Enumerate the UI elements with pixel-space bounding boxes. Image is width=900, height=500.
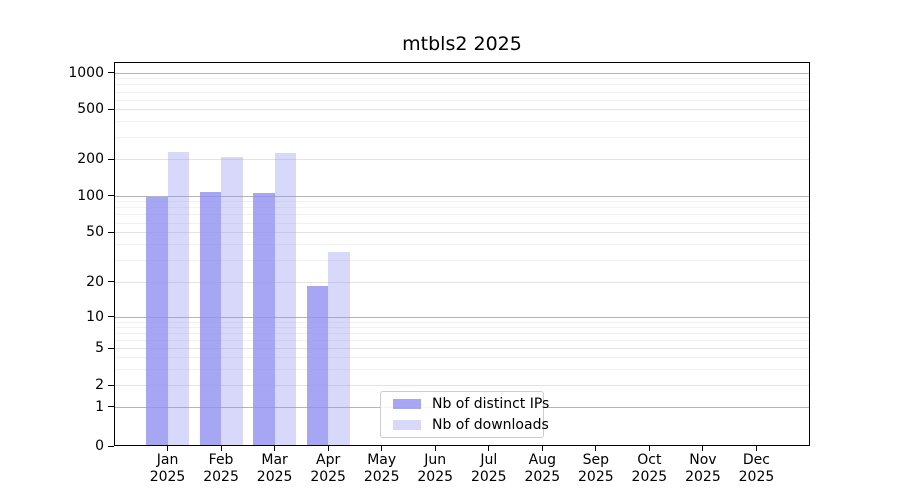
gridline-3 [115, 368, 809, 370]
gridline-900 [115, 78, 809, 80]
gridline-70 [115, 214, 809, 216]
y-tick-mark-20 [108, 281, 114, 283]
bar-distinct-ips-feb [199, 191, 222, 445]
x-tick-label-feb: Feb 2025 [203, 452, 239, 485]
legend-item-distinct-ips: Nb of distinct IPs [393, 396, 549, 412]
y-tick-label-1: 1 [95, 398, 104, 415]
bar-downloads-mar [274, 153, 297, 445]
x-tick-mark-feb [220, 446, 222, 451]
bar-distinct-ips-mar [253, 192, 275, 445]
x-tick-label-sep: Sep 2025 [578, 452, 614, 485]
legend-label-distinct-ips: Nb of distinct IPs [432, 396, 550, 412]
y-tick-label-10: 10 [86, 308, 104, 325]
bar-distinct-ips-jan [146, 197, 168, 445]
x-tick-label-jun: Jun 2025 [417, 452, 454, 485]
y-tick-mark-100 [108, 195, 114, 196]
gridline-6 [115, 339, 809, 341]
y-tick-label-50: 50 [86, 224, 104, 241]
y-tick-label-500: 500 [77, 101, 104, 118]
gridline-40 [115, 244, 809, 246]
bar-downloads-feb [221, 156, 243, 445]
y-tick-mark-5 [108, 347, 114, 349]
x-tick-label-apr: Apr 2025 [310, 452, 346, 485]
gridline-2 [115, 385, 809, 387]
y-tick-label-100: 100 [77, 187, 104, 204]
plot-area [114, 62, 810, 446]
gridline-80 [115, 207, 809, 209]
x-tick-mark-jun [434, 446, 436, 451]
x-tick-label-oct: Oct 2025 [631, 452, 668, 485]
bars-layer [115, 63, 809, 445]
y-tick-mark-1 [108, 406, 114, 408]
bar-distinct-ips-apr [306, 286, 329, 445]
gridline-30 [115, 259, 809, 261]
gridline-600 [115, 99, 809, 101]
gridline-8 [115, 326, 809, 328]
gridline-9 [115, 321, 809, 323]
gridline-10 [115, 316, 809, 318]
gridline-400 [115, 121, 809, 123]
y-tick-mark-50 [108, 231, 114, 233]
x-tick-mark-aug [541, 446, 543, 451]
gridline-200 [115, 159, 809, 161]
gridline-1000 [115, 72, 809, 74]
chart-title: mtbls2 2025 [402, 33, 522, 55]
gridline-5 [115, 348, 809, 350]
gridline-500 [115, 109, 809, 111]
gridline-700 [115, 91, 809, 93]
legend-swatch-distinct-ips [393, 399, 421, 409]
y-tick-label-0: 0 [95, 438, 104, 454]
legend: Nb of distinct IPs Nb of downloads [380, 391, 549, 438]
y-tick-label-2: 2 [95, 377, 104, 394]
bar-downloads-jan [167, 151, 190, 445]
y-tick-label-5: 5 [95, 340, 104, 357]
y-tick-label-200: 200 [77, 151, 104, 168]
gridline-4 [115, 357, 809, 359]
x-tick-mark-oct [648, 446, 650, 451]
x-tick-mark-nov [702, 446, 704, 451]
x-tick-label-dec: Dec 2025 [738, 452, 775, 485]
gridline-90 [115, 201, 809, 203]
bar-downloads-apr [328, 252, 350, 445]
x-tick-label-may: May 2025 [363, 452, 400, 485]
gridline-7 [115, 332, 809, 334]
y-tick-label-20: 20 [86, 273, 104, 290]
legend-item-downloads: Nb of downloads [393, 417, 549, 433]
y-tick-mark-500 [108, 108, 114, 110]
x-tick-label-nov: Nov 2025 [685, 452, 721, 485]
gridline-60 [115, 222, 809, 224]
y-tick-mark-0 [108, 445, 114, 447]
x-tick-label-jul: Jul 2025 [470, 452, 507, 485]
gridline-100 [115, 195, 809, 197]
x-tick-mark-mar [274, 446, 276, 451]
gridline-50 [115, 232, 809, 234]
y-tick-mark-10 [108, 316, 114, 318]
x-tick-mark-jan [167, 446, 169, 451]
y-tick-mark-1000 [108, 72, 114, 74]
x-tick-mark-dec [755, 446, 757, 451]
y-tick-label-1000: 1000 [68, 64, 104, 81]
legend-label-downloads: Nb of downloads [432, 417, 549, 433]
x-tick-label-aug: Aug 2025 [524, 452, 561, 485]
x-tick-mark-may [381, 446, 383, 451]
legend-swatch-downloads [393, 420, 421, 430]
y-tick-mark-200 [108, 158, 114, 160]
gridlines-layer [115, 63, 809, 445]
x-tick-mark-jul [488, 446, 490, 451]
gridline-300 [115, 137, 809, 139]
x-tick-mark-apr [327, 446, 329, 451]
x-tick-label-mar: Mar 2025 [256, 452, 293, 485]
gridline-20 [115, 281, 809, 283]
y-tick-mark-2 [108, 384, 114, 386]
x-tick-label-jan: Jan 2025 [149, 452, 186, 485]
x-tick-mark-sep [595, 446, 597, 451]
gridline-800 [115, 84, 809, 86]
